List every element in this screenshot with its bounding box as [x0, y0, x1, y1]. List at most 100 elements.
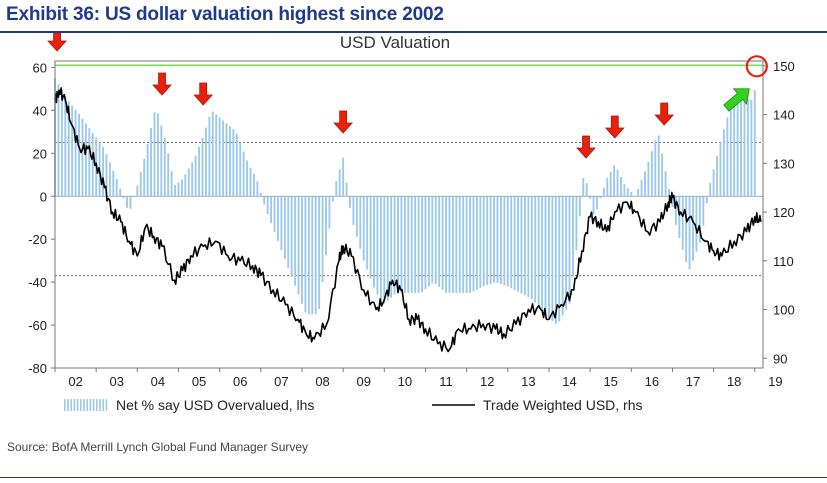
bar	[462, 196, 465, 293]
legend-label-line: Trade Weighted USD, rhs	[483, 397, 643, 413]
bar	[517, 196, 520, 292]
bar	[180, 179, 183, 197]
bar	[321, 196, 324, 283]
legend-bars-swatch	[67, 399, 69, 411]
bar	[520, 196, 523, 294]
bar	[719, 142, 722, 197]
bar	[609, 171, 612, 197]
bar	[311, 196, 314, 315]
bar	[489, 196, 492, 284]
bar	[568, 196, 571, 304]
bar	[637, 189, 640, 197]
bar	[434, 196, 437, 284]
x-tick-label: 07	[274, 374, 288, 389]
bar	[496, 196, 499, 283]
bar	[544, 196, 547, 315]
bar	[743, 95, 746, 197]
bar	[633, 195, 636, 197]
right-tick-label: 110	[773, 254, 794, 269]
bar	[698, 196, 701, 243]
bar	[541, 196, 544, 311]
bar	[263, 196, 266, 205]
bar	[695, 196, 698, 252]
x-tick-label: 08	[315, 374, 329, 389]
bar	[455, 196, 458, 293]
bar	[187, 168, 190, 197]
bar	[71, 105, 74, 197]
bar	[630, 191, 633, 197]
bar	[558, 196, 561, 322]
left-tick-label: 40	[33, 103, 47, 118]
red-down-arrow-icon	[47, 33, 67, 52]
bar	[170, 171, 173, 197]
bar	[359, 196, 362, 249]
bar	[222, 120, 225, 197]
bar	[671, 196, 674, 207]
bar	[589, 196, 592, 199]
bar	[390, 196, 393, 298]
bar	[606, 177, 609, 197]
bar	[211, 111, 214, 197]
bar	[57, 84, 60, 197]
bar	[664, 171, 667, 197]
bar	[575, 196, 578, 250]
bar	[228, 126, 231, 197]
bar	[482, 196, 485, 287]
x-tick-label: 05	[192, 374, 206, 389]
legend-bars-swatch	[64, 399, 66, 411]
bar	[729, 108, 732, 197]
bar	[115, 179, 118, 197]
bar	[156, 113, 159, 197]
bar	[352, 196, 355, 225]
bar	[64, 96, 67, 197]
bar	[294, 196, 297, 286]
right-tick-label: 90	[773, 351, 787, 366]
bar	[253, 174, 255, 197]
bar	[91, 132, 94, 197]
bar	[740, 94, 742, 197]
bar	[753, 90, 756, 197]
bar	[602, 187, 605, 197]
bar	[225, 123, 228, 197]
bar	[84, 123, 87, 197]
bar	[146, 143, 149, 197]
bar	[599, 196, 602, 199]
bar	[349, 196, 351, 208]
legend-bars-swatch	[89, 399, 92, 411]
right-tick-label: 150	[773, 59, 795, 74]
bar	[280, 196, 283, 250]
bar	[475, 196, 478, 290]
bar	[277, 196, 279, 241]
bar	[750, 99, 753, 197]
bar	[668, 189, 670, 197]
bar	[499, 196, 502, 285]
x-tick-label: 16	[645, 374, 659, 389]
bar	[503, 196, 506, 286]
bar	[441, 196, 444, 290]
bar	[235, 133, 238, 197]
bar	[345, 182, 348, 197]
left-tick-label: 20	[33, 146, 47, 161]
x-tick-label: 11	[439, 374, 453, 389]
bar	[640, 180, 643, 197]
x-tick-label: 12	[480, 374, 494, 389]
bar	[191, 162, 194, 197]
bar	[510, 196, 513, 289]
bar	[122, 196, 125, 199]
right-tick-label: 120	[773, 205, 795, 220]
bar	[369, 196, 372, 279]
bar	[304, 196, 307, 313]
bar	[417, 196, 420, 293]
bar	[314, 196, 317, 315]
x-tick-label: 17	[686, 374, 700, 389]
bar	[548, 196, 550, 318]
bar	[692, 196, 694, 261]
green-up-arrow-shape	[723, 88, 750, 112]
bar	[78, 113, 80, 197]
x-tick-label: 09	[356, 374, 370, 389]
bar	[366, 196, 369, 270]
bar	[534, 196, 537, 303]
bar	[105, 154, 108, 197]
x-tick-label: 03	[110, 374, 124, 389]
bar	[177, 182, 180, 197]
